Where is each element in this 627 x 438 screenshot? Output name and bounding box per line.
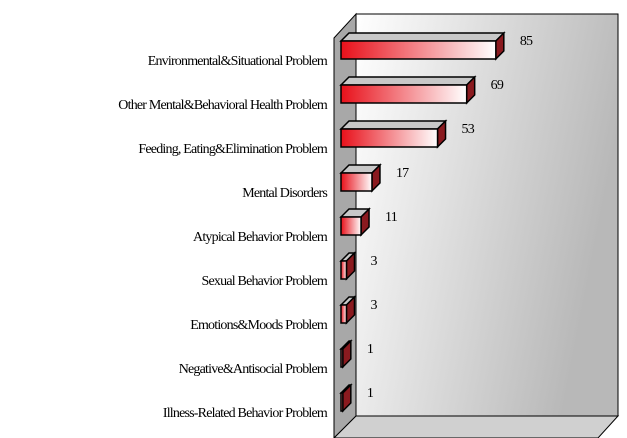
category-label: Feeding, Eating&Elimination Problem bbox=[138, 142, 327, 157]
bar bbox=[340, 84, 468, 104]
value-label: 53 bbox=[462, 122, 475, 137]
bar bbox=[340, 128, 439, 148]
bar-top bbox=[339, 32, 506, 42]
category-label: Sexual Behavior Problem bbox=[202, 274, 328, 289]
bar bbox=[340, 392, 344, 412]
value-label: 1 bbox=[367, 386, 374, 401]
bar bbox=[340, 304, 348, 324]
category-label: Other Mental&Behavioral Health Problem bbox=[118, 98, 328, 113]
bar bbox=[340, 260, 348, 280]
category-label: Emotions&Moods Problem bbox=[190, 318, 328, 333]
bar bbox=[340, 348, 344, 368]
value-label: 3 bbox=[370, 298, 377, 313]
bar bbox=[340, 172, 373, 192]
category-label: Atypical Behavior Problem bbox=[193, 230, 328, 245]
value-label: 3 bbox=[370, 254, 377, 269]
category-label: Environmental&Situational Problem bbox=[148, 54, 328, 69]
bar-top bbox=[339, 76, 477, 86]
value-label: 17 bbox=[396, 166, 409, 181]
bar bbox=[340, 40, 497, 60]
value-label: 85 bbox=[520, 34, 533, 49]
category-label: Illness-Related Behavior Problem bbox=[163, 406, 328, 421]
value-label: 11 bbox=[385, 210, 398, 225]
value-label: 69 bbox=[491, 78, 504, 93]
bar-top bbox=[339, 120, 448, 130]
value-label: 1 bbox=[367, 342, 374, 357]
bar bbox=[340, 216, 362, 236]
floor bbox=[333, 415, 620, 438]
category-label: Mental Disorders bbox=[242, 186, 327, 201]
category-label: Negative&Antisocial Problem bbox=[179, 362, 328, 377]
